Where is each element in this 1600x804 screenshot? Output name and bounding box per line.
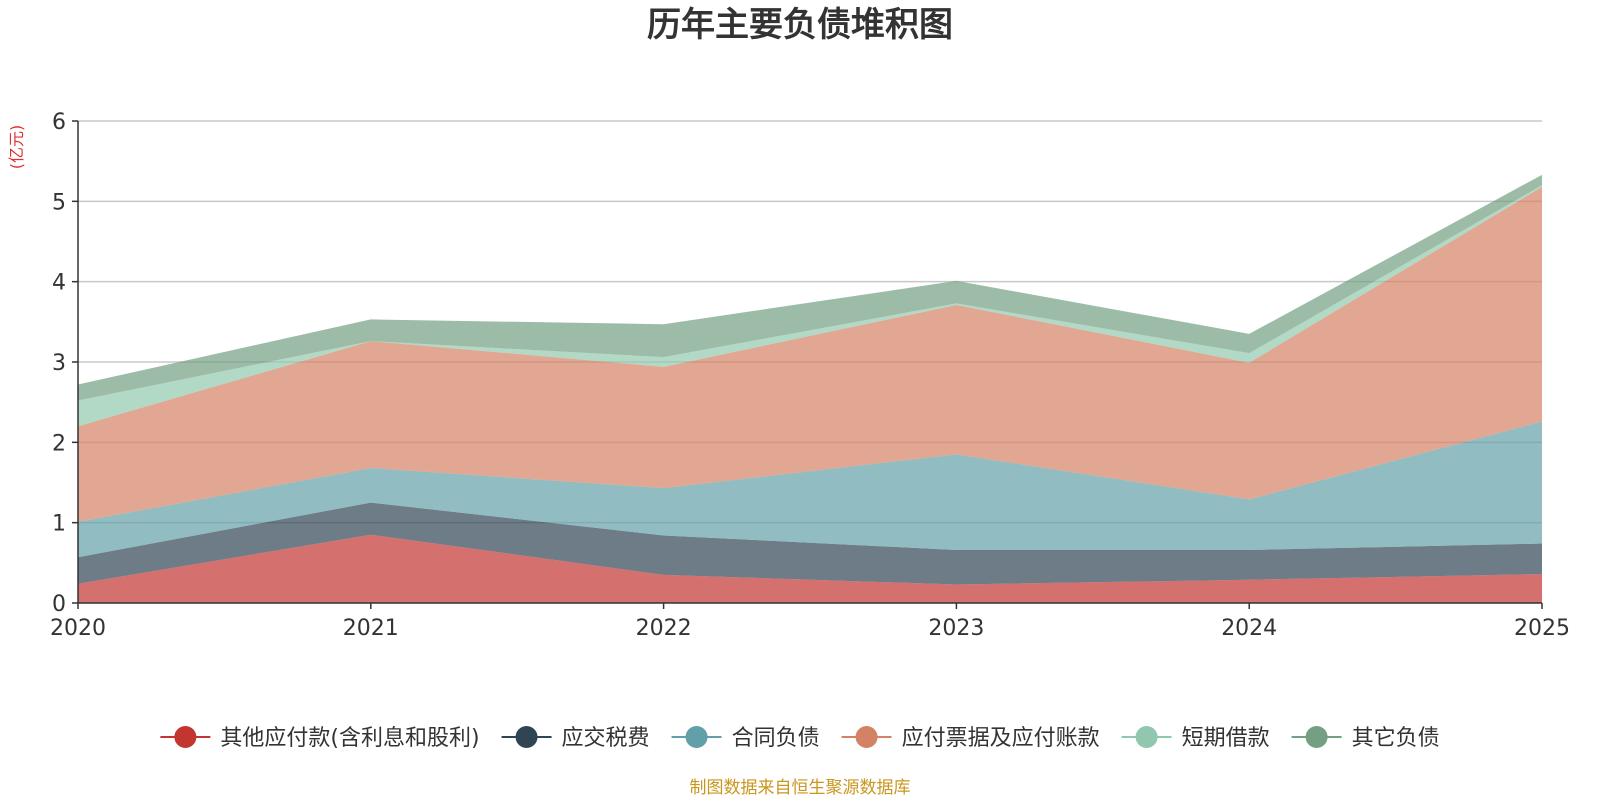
legend-label: 其他应付款(含利息和股利) bbox=[220, 726, 479, 751]
legend-item-3[interactable]: 合同负债 bbox=[671, 726, 820, 751]
legend-circle-icon bbox=[685, 726, 708, 748]
legend-label: 合同负债 bbox=[732, 726, 820, 751]
y-tick-label-5: 5 bbox=[52, 190, 66, 215]
area-series-2[interactable] bbox=[78, 502, 1542, 585]
y-tick-label-3: 3 bbox=[52, 351, 66, 376]
area-series-6[interactable] bbox=[78, 174, 1542, 401]
legend-item-5[interactable]: 短期借款 bbox=[1121, 726, 1270, 751]
legend-item-6[interactable]: 其它负债 bbox=[1291, 726, 1440, 751]
x-tick-label-2025: 2025 bbox=[1514, 616, 1570, 641]
x-tick-label-2023: 2023 bbox=[928, 616, 984, 641]
legend-item-1[interactable]: 其他应付款(含利息和股利) bbox=[160, 726, 480, 751]
area-series bbox=[78, 174, 1542, 603]
x-tick-label-2022: 2022 bbox=[636, 616, 692, 641]
legend-label: 应付票据及应付账款 bbox=[902, 726, 1100, 751]
legend-circle-icon bbox=[515, 726, 538, 748]
area-series-1[interactable] bbox=[78, 534, 1542, 603]
legend-circle-icon bbox=[855, 726, 878, 748]
legend: 其他应付款(含利息和股利) 应交税费 合同负债 应付票据及应付账款 短期借款 其它负债 bbox=[160, 726, 1440, 751]
legend-circle-icon bbox=[1305, 726, 1328, 748]
y-axis-unit-label: (亿元) bbox=[7, 125, 26, 170]
area-series-4[interactable] bbox=[78, 186, 1542, 522]
chart-title: 历年主要负债堆积图 bbox=[647, 5, 953, 45]
y-tick-label-6: 6 bbox=[52, 110, 66, 135]
legend-label: 其它负债 bbox=[1352, 726, 1440, 751]
legend-item-2[interactable]: 应交税费 bbox=[501, 726, 650, 751]
axes: 0 1 2 3 4 5 6 2020 2021 2022 2023 2024 2025 bbox=[50, 110, 1570, 641]
legend-item-4[interactable]: 应付票据及应付账款 bbox=[841, 726, 1100, 751]
x-tick-label-2020: 2020 bbox=[50, 616, 106, 641]
legend-label: 短期借款 bbox=[1182, 726, 1270, 751]
y-tick-label-1: 1 bbox=[52, 512, 66, 537]
y-tick-label-4: 4 bbox=[52, 271, 66, 296]
area-series-3[interactable] bbox=[78, 421, 1542, 558]
y-tick-label-2: 2 bbox=[52, 431, 66, 456]
legend-circle-icon bbox=[1135, 726, 1158, 748]
legend-circle-icon bbox=[174, 726, 197, 748]
y-tick-label-0: 0 bbox=[52, 592, 66, 617]
source-note: 制图数据来自恒生聚源数据库 bbox=[690, 778, 911, 798]
legend-label: 应交税费 bbox=[562, 726, 650, 751]
x-tick-label-2024: 2024 bbox=[1221, 616, 1277, 641]
x-tick-label-2021: 2021 bbox=[343, 616, 399, 641]
